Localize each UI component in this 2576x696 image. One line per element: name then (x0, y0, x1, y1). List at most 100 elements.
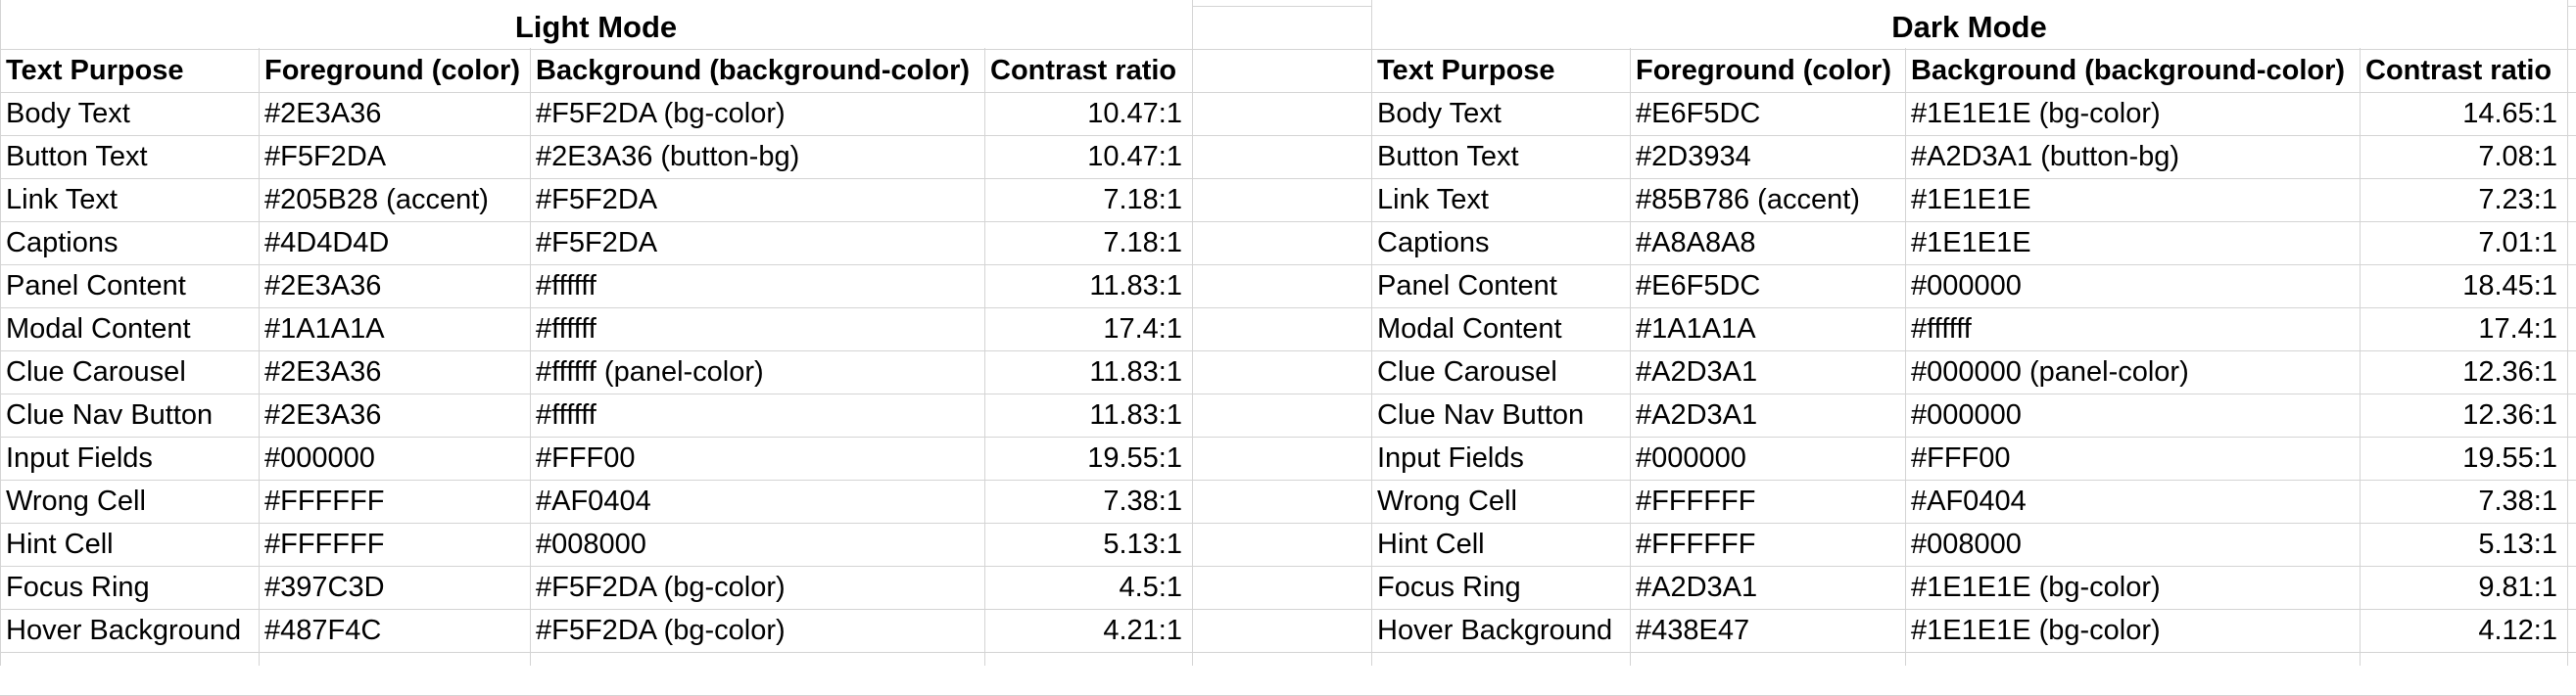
dark-text-purpose-cell[interactable]: Captions (1377, 227, 1490, 258)
light-background-color-cell[interactable]: #008000 (536, 529, 646, 560)
dark-text-purpose-cell[interactable]: Button Text (1377, 141, 1519, 172)
dark-header-2[interactable]: Background (background-color) (1911, 55, 2346, 86)
dark-mode-title[interactable]: Dark Mode (1891, 10, 2047, 44)
dark-background-color-cell[interactable]: #AF0404 (1911, 486, 2027, 517)
dark-header-1[interactable]: Foreground (color) (1636, 55, 1891, 86)
dark-foreground-color-cell[interactable]: #A2D3A1 (1636, 356, 1758, 388)
dark-contrast-ratio-cell[interactable]: 12.36:1 (2462, 399, 2557, 431)
light-background-color-cell[interactable]: #F5F2DA (bg-color) (536, 615, 786, 646)
dark-background-color-cell[interactable]: #1E1E1E (1911, 184, 2031, 215)
light-text-purpose-cell[interactable]: Clue Carousel (6, 356, 186, 388)
dark-background-color-cell[interactable]: #1E1E1E (bg-color) (1911, 572, 2161, 603)
light-contrast-ratio-cell[interactable]: 4.5:1 (1119, 572, 1183, 603)
dark-foreground-color-cell[interactable]: #E6F5DC (1636, 98, 1761, 129)
light-contrast-ratio-cell[interactable]: 11.83:1 (1089, 270, 1182, 302)
dark-contrast-ratio-cell[interactable]: 7.01:1 (2478, 227, 2557, 258)
light-contrast-ratio-cell[interactable]: 7.18:1 (1103, 227, 1182, 258)
light-contrast-ratio-cell[interactable]: 4.21:1 (1103, 615, 1182, 646)
dark-background-color-cell[interactable]: #1E1E1E (bg-color) (1911, 98, 2161, 129)
light-text-purpose-cell[interactable]: Hint Cell (6, 529, 114, 560)
dark-text-purpose-cell[interactable]: Link Text (1377, 184, 1489, 215)
light-text-purpose-cell[interactable]: Input Fields (6, 442, 153, 474)
dark-foreground-color-cell[interactable]: #000000 (1636, 442, 1746, 474)
light-header-0[interactable]: Text Purpose (6, 55, 184, 86)
light-contrast-ratio-cell[interactable]: 19.55:1 (1087, 442, 1182, 474)
light-background-color-cell[interactable]: #ffffff (536, 270, 596, 302)
light-background-color-cell[interactable]: #AF0404 (536, 486, 651, 517)
dark-text-purpose-cell[interactable]: Body Text (1377, 98, 1502, 129)
dark-background-color-cell[interactable]: #000000 (1911, 399, 2022, 431)
dark-contrast-ratio-cell[interactable]: 18.45:1 (2462, 270, 2557, 302)
light-foreground-color-cell[interactable]: #F5F2DA (264, 141, 387, 172)
light-background-color-cell[interactable]: #F5F2DA (536, 184, 658, 215)
light-text-purpose-cell[interactable]: Panel Content (6, 270, 186, 302)
light-text-purpose-cell[interactable]: Modal Content (6, 313, 191, 345)
dark-contrast-ratio-cell[interactable]: 7.08:1 (2478, 141, 2557, 172)
light-foreground-color-cell[interactable]: #487F4C (264, 615, 382, 646)
dark-header-0[interactable]: Text Purpose (1377, 55, 1555, 86)
light-text-purpose-cell[interactable]: Clue Nav Button (6, 399, 214, 431)
light-contrast-ratio-cell[interactable]: 11.83:1 (1089, 356, 1182, 388)
light-foreground-color-cell[interactable]: #1A1A1A (264, 313, 385, 345)
light-contrast-ratio-cell[interactable]: 10.47:1 (1087, 141, 1182, 172)
dark-contrast-ratio-cell[interactable]: 12.36:1 (2462, 356, 2557, 388)
dark-foreground-color-cell[interactable]: #2D3934 (1636, 141, 1751, 172)
light-text-purpose-cell[interactable]: Focus Ring (6, 572, 150, 603)
light-contrast-ratio-cell[interactable]: 7.18:1 (1103, 184, 1182, 215)
light-contrast-ratio-cell[interactable]: 5.13:1 (1103, 529, 1182, 560)
dark-foreground-color-cell[interactable]: #85B786 (accent) (1636, 184, 1860, 215)
light-foreground-color-cell[interactable]: #2E3A36 (264, 399, 382, 431)
light-foreground-color-cell[interactable]: #2E3A36 (264, 270, 382, 302)
dark-foreground-color-cell[interactable]: #FFFFFF (1636, 486, 1756, 517)
light-text-purpose-cell[interactable]: Hover Background (6, 615, 242, 646)
light-foreground-color-cell[interactable]: #FFFFFF (264, 529, 385, 560)
dark-text-purpose-cell[interactable]: Panel Content (1377, 270, 1557, 302)
dark-text-purpose-cell[interactable]: Focus Ring (1377, 572, 1521, 603)
light-background-color-cell[interactable]: #F5F2DA (536, 227, 658, 258)
dark-background-color-cell[interactable]: #A2D3A1 (button-bg) (1911, 141, 2180, 172)
light-background-color-cell[interactable]: #FFF00 (536, 442, 636, 474)
dark-foreground-color-cell[interactable]: #E6F5DC (1636, 270, 1761, 302)
dark-contrast-ratio-cell[interactable]: 7.23:1 (2478, 184, 2557, 215)
light-text-purpose-cell[interactable]: Button Text (6, 141, 148, 172)
light-contrast-ratio-cell[interactable]: 10.47:1 (1087, 98, 1182, 129)
dark-contrast-ratio-cell[interactable]: 9.81:1 (2478, 572, 2557, 603)
dark-foreground-color-cell[interactable]: #FFFFFF (1636, 529, 1756, 560)
light-text-purpose-cell[interactable]: Body Text (6, 98, 130, 129)
dark-background-color-cell[interactable]: #FFF00 (1911, 442, 2011, 474)
dark-text-purpose-cell[interactable]: Modal Content (1377, 313, 1562, 345)
dark-foreground-color-cell[interactable]: #A2D3A1 (1636, 572, 1758, 603)
dark-header-3[interactable]: Contrast ratio (2365, 55, 2552, 86)
light-header-1[interactable]: Foreground (color) (264, 55, 520, 86)
dark-text-purpose-cell[interactable]: Input Fields (1377, 442, 1524, 474)
light-contrast-ratio-cell[interactable]: 11.83:1 (1089, 399, 1182, 431)
dark-background-color-cell[interactable]: #1E1E1E (1911, 227, 2031, 258)
dark-foreground-color-cell[interactable]: #A2D3A1 (1636, 399, 1758, 431)
dark-foreground-color-cell[interactable]: #A8A8A8 (1636, 227, 1756, 258)
light-header-2[interactable]: Background (background-color) (536, 55, 971, 86)
dark-foreground-color-cell[interactable]: #438E47 (1636, 615, 1750, 646)
dark-foreground-color-cell[interactable]: #1A1A1A (1636, 313, 1756, 345)
dark-background-color-cell[interactable]: #ffffff (1911, 313, 1972, 345)
light-background-color-cell[interactable]: #ffffff (536, 313, 596, 345)
light-foreground-color-cell[interactable]: #2E3A36 (264, 356, 382, 388)
light-background-color-cell[interactable]: #2E3A36 (button-bg) (536, 141, 800, 172)
light-background-color-cell[interactable]: #F5F2DA (bg-color) (536, 572, 786, 603)
dark-contrast-ratio-cell[interactable]: 7.38:1 (2478, 486, 2557, 517)
light-foreground-color-cell[interactable]: #4D4D4D (264, 227, 390, 258)
light-text-purpose-cell[interactable]: Captions (6, 227, 119, 258)
light-background-color-cell[interactable]: #F5F2DA (bg-color) (536, 98, 786, 129)
light-text-purpose-cell[interactable]: Wrong Cell (6, 486, 146, 517)
dark-background-color-cell[interactable]: #1E1E1E (bg-color) (1911, 615, 2161, 646)
light-foreground-color-cell[interactable]: #000000 (264, 442, 375, 474)
light-mode-title[interactable]: Light Mode (514, 10, 678, 44)
light-background-color-cell[interactable]: #ffffff (panel-color) (536, 356, 764, 388)
light-foreground-color-cell[interactable]: #2E3A36 (264, 98, 382, 129)
light-text-purpose-cell[interactable]: Link Text (6, 184, 118, 215)
dark-background-color-cell[interactable]: #008000 (1911, 529, 2022, 560)
light-foreground-color-cell[interactable]: #FFFFFF (264, 486, 385, 517)
light-background-color-cell[interactable]: #ffffff (536, 399, 596, 431)
dark-contrast-ratio-cell[interactable]: 5.13:1 (2478, 529, 2557, 560)
light-contrast-ratio-cell[interactable]: 17.4:1 (1103, 313, 1182, 345)
light-header-3[interactable]: Contrast ratio (990, 55, 1177, 86)
